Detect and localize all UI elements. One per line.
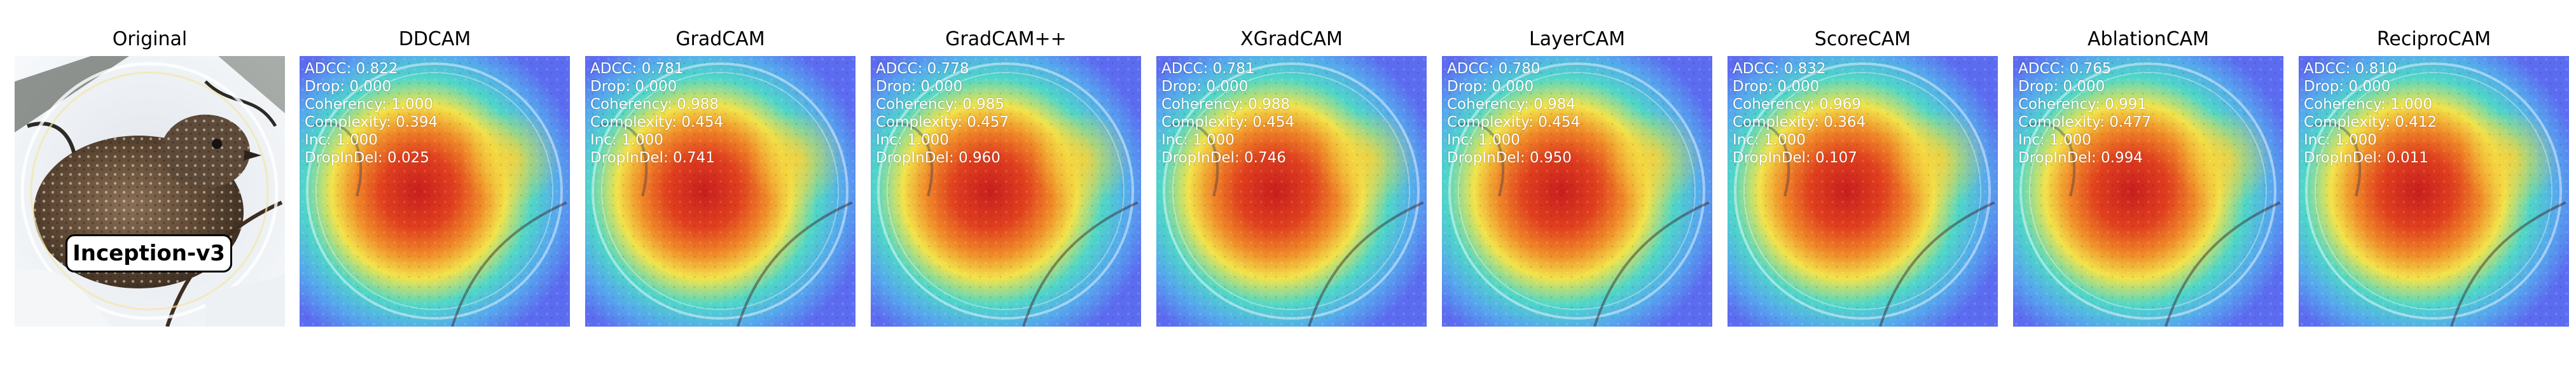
metric-line: Coherency: 0.991 — [2018, 96, 2147, 113]
metrics-list: ADCC: 0.765 Drop: 0.000 Coherency: 0.991 Co… — [2018, 60, 2151, 167]
original-image — [15, 56, 285, 327]
heatmap-overlay-icon — [1156, 56, 1427, 327]
heatmap-image: ADCC: 0.822 Drop: 0.000 Coherency: 1.000 Co… — [300, 56, 570, 327]
method-panel: XGradCAM ADCC: 0.781 Drop: 0.000 Coherency:… — [1156, 0, 1427, 382]
original-panel: Original — [15, 0, 285, 382]
metric-line: Inc: 1.000 — [1161, 132, 1235, 148]
metric-line: Complexity: 0.454 — [1447, 114, 1581, 131]
metric-line: Complexity: 0.394 — [305, 114, 438, 131]
method-panel: GradCAM ADCC: 0.781 Drop: 0.000 Coherency: … — [585, 0, 855, 382]
heatmap-overlay-icon — [1728, 56, 1998, 327]
metric-line: Complexity: 0.457 — [876, 114, 1009, 131]
metric-line: Coherency: 0.969 — [1733, 96, 1862, 113]
metric-line: Coherency: 0.984 — [1447, 96, 1576, 113]
method-panel: ReciproCAM ADCC: 0.810 Drop: 0.000 Coherenc… — [2299, 0, 2569, 382]
metrics-list: ADCC: 0.781 Drop: 0.000 Coherency: 0.988 Co… — [590, 60, 723, 167]
method-title: AblationCAM — [2087, 28, 2210, 50]
heatmap-image: ADCC: 0.778 Drop: 0.000 Coherency: 0.985 Co… — [871, 56, 1141, 327]
metric-line: Coherency: 1.000 — [2304, 96, 2433, 113]
heatmap-image: ADCC: 0.780 Drop: 0.000 Coherency: 0.984 Co… — [1442, 56, 1712, 327]
method-panel: LayerCAM ADCC: 0.780 Drop: 0.000 Coherency:… — [1442, 0, 1712, 382]
metric-line: Inc: 1.000 — [2018, 132, 2091, 148]
metric-line: Complexity: 0.454 — [1161, 114, 1295, 131]
method-title: DDCAM — [398, 28, 471, 50]
metric-line: ADCC: 0.832 — [1733, 60, 1826, 77]
metric-line: Inc: 1.000 — [305, 132, 378, 148]
metric-line: Coherency: 1.000 — [305, 96, 434, 113]
metric-line: Inc: 1.000 — [1447, 132, 1520, 148]
metric-line: Drop: 0.000 — [2018, 78, 2105, 95]
metric-line: ADCC: 0.781 — [1161, 60, 1255, 77]
bird-photo-icon — [15, 56, 285, 327]
heatmap-overlay-icon — [871, 56, 1141, 327]
metric-line: ADCC: 0.765 — [2018, 60, 2112, 77]
method-panel: DDCAM ADCC: 0.822 Drop: 0.000 Coherency: 1.… — [300, 0, 570, 382]
original-title: Original — [112, 28, 188, 50]
method-title: GradCAM — [675, 28, 765, 50]
method-panel: ScoreCAM ADCC: 0.832 Drop: 0.000 Coherency:… — [1728, 0, 1998, 382]
metric-line: DropInDel: 0.011 — [2304, 150, 2428, 166]
metric-line: Coherency: 0.988 — [1161, 96, 1291, 113]
heatmap-image: ADCC: 0.765 Drop: 0.000 Coherency: 0.991 Co… — [2013, 56, 2283, 327]
metric-line: ADCC: 0.781 — [590, 60, 684, 77]
heatmap-overlay-icon — [300, 56, 570, 327]
metric-line: DropInDel: 0.960 — [876, 150, 1001, 166]
metric-line: ADCC: 0.778 — [876, 60, 969, 77]
metric-line: Inc: 1.000 — [1733, 132, 1806, 148]
metrics-list: ADCC: 0.778 Drop: 0.000 Coherency: 0.985 Co… — [876, 60, 1009, 167]
method-title: LayerCAM — [1529, 28, 1625, 50]
metric-line: Inc: 1.000 — [590, 132, 663, 148]
heatmap-overlay-icon — [2013, 56, 2283, 327]
heatmap-image: ADCC: 0.781 Drop: 0.000 Coherency: 0.988 Co… — [585, 56, 855, 327]
metric-line: Complexity: 0.454 — [590, 114, 724, 131]
method-title: ReciproCAM — [2376, 28, 2491, 50]
metric-line: DropInDel: 0.950 — [1447, 150, 1572, 166]
metric-line: Complexity: 0.412 — [2304, 114, 2437, 131]
metric-line: Drop: 0.000 — [1447, 78, 1534, 95]
metric-line: Inc: 1.000 — [876, 132, 949, 148]
metrics-list: ADCC: 0.810 Drop: 0.000 Coherency: 1.000 Co… — [2304, 60, 2437, 167]
heatmap-overlay-icon — [2299, 56, 2569, 327]
metric-line: Complexity: 0.364 — [1733, 114, 1866, 131]
metrics-list: ADCC: 0.832 Drop: 0.000 Coherency: 0.969 Co… — [1733, 60, 1866, 167]
metrics-list: ADCC: 0.822 Drop: 0.000 Coherency: 1.000 Co… — [305, 60, 438, 167]
method-panel: GradCAM++ ADCC: 0.778 Drop: 0.000 Coherency… — [871, 0, 1141, 382]
metric-line: Coherency: 0.985 — [876, 96, 1005, 113]
method-title: GradCAM++ — [945, 28, 1067, 50]
heatmap-overlay-icon — [1442, 56, 1712, 327]
heatmap-overlay-icon — [585, 56, 855, 327]
metric-line: ADCC: 0.822 — [305, 60, 398, 77]
method-title: XGradCAM — [1240, 28, 1343, 50]
metrics-list: ADCC: 0.781 Drop: 0.000 Coherency: 0.988 Co… — [1161, 60, 1294, 167]
metric-line: DropInDel: 0.741 — [590, 150, 715, 166]
heatmap-image: ADCC: 0.810 Drop: 0.000 Coherency: 1.000 Co… — [2299, 56, 2569, 327]
metric-line: Drop: 0.000 — [1733, 78, 1820, 95]
metric-line: DropInDel: 0.746 — [1161, 150, 1286, 166]
metric-line: Drop: 0.000 — [1161, 78, 1249, 95]
method-title: ScoreCAM — [1814, 28, 1911, 50]
metric-line: Drop: 0.000 — [590, 78, 677, 95]
metric-line: Drop: 0.000 — [876, 78, 963, 95]
metric-line: DropInDel: 0.107 — [1733, 150, 1857, 166]
method-panel: AblationCAM ADCC: 0.765 Drop: 0.000 Coheren… — [2013, 0, 2283, 382]
metric-line: DropInDel: 0.994 — [2018, 150, 2143, 166]
heatmap-image: ADCC: 0.781 Drop: 0.000 Coherency: 0.988 Co… — [1156, 56, 1427, 327]
metric-line: ADCC: 0.780 — [1447, 60, 1541, 77]
metric-line: Coherency: 0.988 — [590, 96, 719, 113]
metric-line: DropInDel: 0.025 — [305, 150, 429, 166]
heatmap-image: ADCC: 0.832 Drop: 0.000 Coherency: 0.969 Co… — [1728, 56, 1998, 327]
metric-line: Drop: 0.000 — [305, 78, 392, 95]
metric-line: Inc: 1.000 — [2304, 132, 2377, 148]
metric-line: Drop: 0.000 — [2304, 78, 2391, 95]
metrics-list: ADCC: 0.780 Drop: 0.000 Coherency: 0.984 Co… — [1447, 60, 1580, 167]
metric-line: ADCC: 0.810 — [2304, 60, 2397, 77]
model-name-badge: Inception-v3 — [66, 234, 232, 272]
metric-line: Complexity: 0.477 — [2018, 114, 2152, 131]
